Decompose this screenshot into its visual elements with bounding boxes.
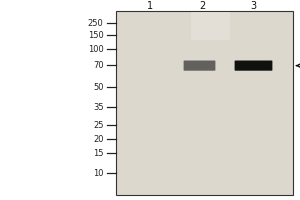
Text: 3: 3 <box>250 1 256 11</box>
Text: 10: 10 <box>93 168 104 178</box>
Text: 2: 2 <box>200 1 206 11</box>
Text: 20: 20 <box>93 134 104 144</box>
Text: 25: 25 <box>93 120 104 130</box>
Bar <box>190 12 230 40</box>
Text: 15: 15 <box>93 148 104 158</box>
Text: 1: 1 <box>147 1 153 11</box>
Text: 70: 70 <box>93 60 104 70</box>
FancyBboxPatch shape <box>235 60 272 71</box>
Text: 50: 50 <box>93 83 104 92</box>
Text: 250: 250 <box>88 19 103 27</box>
Text: 35: 35 <box>93 102 104 112</box>
Text: 150: 150 <box>88 30 103 40</box>
Text: 100: 100 <box>88 45 103 53</box>
Bar <box>116 11 292 195</box>
FancyBboxPatch shape <box>184 60 215 71</box>
